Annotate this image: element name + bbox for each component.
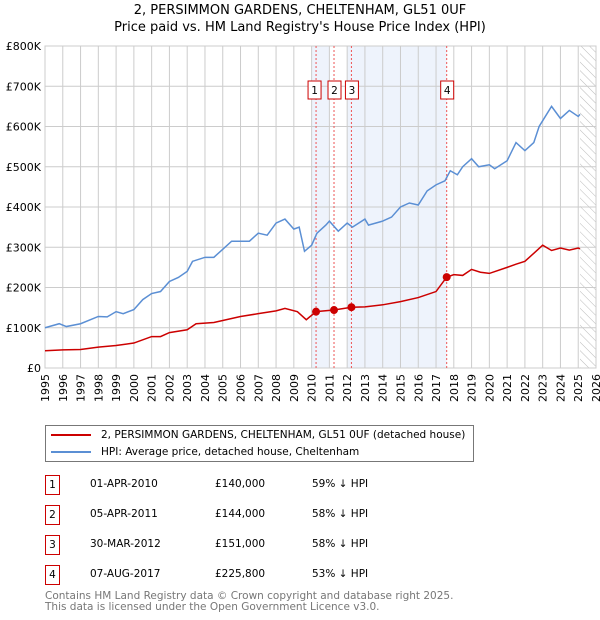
x-tick-label: 2011 (323, 374, 336, 402)
transaction-date: 01-APR-2010 (90, 478, 158, 490)
x-tick-label: 2025 (572, 374, 585, 402)
sale-label-box (440, 80, 455, 100)
transaction-date: 30-MAR-2012 (90, 538, 161, 550)
transaction-price: £151,000 (215, 538, 266, 550)
x-tick-label: 2001 (146, 374, 159, 402)
legend-item-hpi: HPI: Average price, detached house, Chel… (51, 444, 359, 460)
sale-label-box (327, 80, 342, 100)
y-tick-label: £300K (6, 241, 42, 254)
sale-point (312, 307, 321, 316)
sale-label: 4 (444, 85, 451, 97)
x-tick-label: 2016 (412, 374, 425, 402)
transaction-price: £140,000 (215, 478, 266, 490)
sale-label: 3 (349, 85, 356, 97)
x-tick-label: 1996 (57, 374, 70, 402)
sale-label-box (344, 80, 359, 100)
transaction-hpi-diff: 53% ↓ HPI (312, 568, 369, 580)
transaction-price: £144,000 (215, 508, 266, 520)
transaction-badge: 3 (45, 535, 60, 555)
transaction-hpi-diff: 59% ↓ HPI (312, 478, 369, 490)
x-tick-label: 1998 (92, 374, 105, 402)
transaction-hpi-diff: 58% ↓ HPI (312, 508, 369, 520)
y-tick-label: £500K (6, 161, 42, 174)
x-tick-label: 2019 (466, 374, 479, 402)
x-tick-label: 2013 (359, 374, 372, 402)
x-tick-label: 2015 (394, 374, 407, 402)
transaction-badge: 2 (45, 505, 60, 525)
x-tick-label: 2002 (163, 374, 176, 402)
x-tick-label: 2026 (590, 374, 600, 402)
x-tick-label: 2022 (519, 374, 532, 402)
x-tick-label: 2004 (199, 374, 212, 402)
x-tick-label: 2021 (501, 374, 514, 402)
x-tick-label: 2023 (537, 374, 550, 402)
transaction-date: 07-AUG-2017 (90, 568, 161, 580)
chart-subtitle: Price paid vs. HM Land Registry's House … (114, 20, 486, 35)
x-tick-label: 2008 (270, 374, 283, 402)
y-tick-label: £600K (6, 121, 42, 134)
footer-copyright: Contains HM Land Registry data © Crown c… (45, 590, 454, 602)
y-tick-label: £100K (6, 322, 42, 335)
transaction-badge: 4 (45, 565, 60, 585)
x-tick-label: 2024 (554, 374, 567, 402)
sale-point (442, 273, 451, 282)
x-tick-label: 2018 (448, 374, 461, 402)
plot-border (44, 45, 597, 369)
sale-label-box (307, 80, 322, 100)
y-tick-label: £0 (27, 362, 41, 375)
y-tick-label: £200K (6, 282, 42, 295)
transaction-hpi-diff: 58% ↓ HPI (312, 538, 369, 550)
legend-swatch-property (51, 434, 91, 436)
legend: 2, PERSIMMON GARDENS, CHELTENHAM, GL51 0… (45, 425, 474, 462)
legend-label-property: 2, PERSIMMON GARDENS, CHELTENHAM, GL51 0… (101, 429, 466, 441)
legend-label-hpi: HPI: Average price, detached house, Chel… (101, 446, 360, 458)
x-tick-label: 2005 (217, 374, 230, 402)
x-tick-label: 2014 (377, 374, 390, 402)
y-tick-label: £400K (6, 201, 42, 214)
hpi-line (44, 105, 581, 329)
y-tick-label: £700K (6, 80, 42, 93)
transaction-row: 2 05-APR-2011 £144,000 58% ↓ HPI (45, 505, 465, 525)
transaction-row: 3 30-MAR-2012 £151,000 58% ↓ HPI (45, 535, 465, 555)
x-tick-label: 2003 (181, 374, 194, 402)
sale-label: 2 (331, 85, 338, 97)
transaction-date: 05-APR-2011 (90, 508, 158, 520)
sale-label: 1 (311, 85, 318, 97)
transaction-row: 1 01-APR-2010 £140,000 59% ↓ HPI (45, 475, 465, 495)
x-tick-label: 1997 (75, 374, 88, 402)
x-tick-label: 2007 (252, 374, 265, 402)
chart-title: 2, PERSIMMON GARDENS, CHELTENHAM, GL51 0… (133, 3, 467, 18)
x-tick-label: 2000 (128, 374, 141, 402)
legend-item-property: 2, PERSIMMON GARDENS, CHELTENHAM, GL51 0… (51, 427, 465, 443)
x-tick-label: 1995 (39, 374, 52, 402)
transaction-badge: 1 (45, 475, 60, 495)
x-tick-label: 2006 (235, 374, 248, 402)
x-tick-label: 2017 (430, 374, 443, 402)
x-tick-label: 2012 (341, 374, 354, 402)
x-tick-label: 1999 (110, 374, 123, 402)
x-tick-label: 2010 (306, 374, 319, 402)
x-tick-label: 2009 (288, 374, 301, 402)
y-tick-label: £800K (6, 40, 42, 53)
sale-point (330, 306, 339, 315)
transaction-row: 4 07-AUG-2017 £225,800 53% ↓ HPI (45, 565, 465, 585)
sale-point (347, 303, 356, 312)
transaction-price: £225,800 (215, 568, 266, 580)
legend-swatch-hpi (51, 451, 91, 453)
x-tick-label: 2020 (483, 374, 496, 402)
footer-licence: This data is licensed under the Open Gov… (45, 601, 380, 613)
price-chart: 1995 1996 1997 1998 1999 2000 2001 2002 2003 2004… (6, 40, 600, 402)
